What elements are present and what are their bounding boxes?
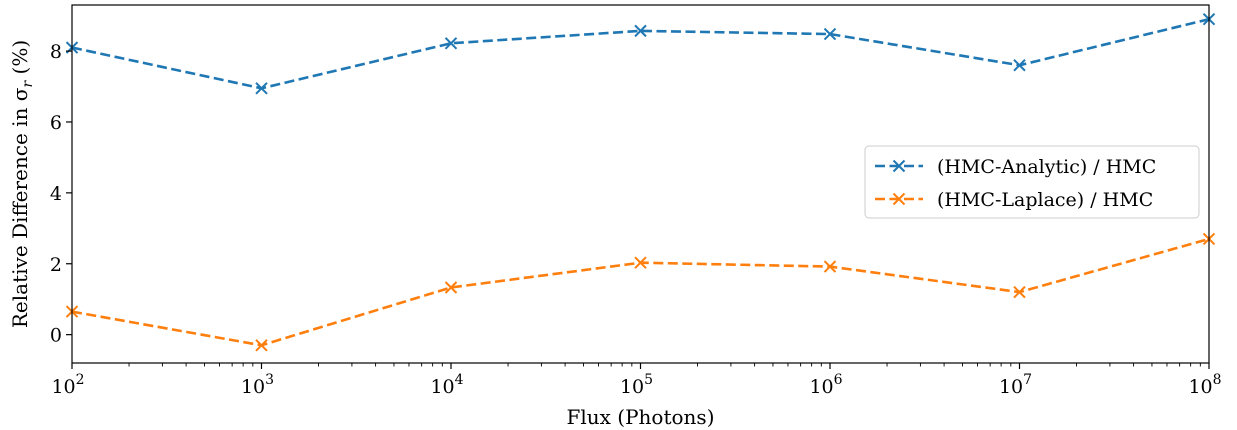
- x-axis-label: Flux (Photons): [567, 405, 715, 429]
- x-tick-label: 106: [809, 372, 842, 398]
- marker-x-stroke: [1013, 59, 1026, 72]
- x-tick-exponent: 5: [644, 372, 653, 388]
- x-tick-base: 10: [430, 376, 454, 398]
- x-tick-base: 10: [241, 376, 265, 398]
- x-tick-base: 10: [1188, 376, 1212, 398]
- marker-x-stroke: [1013, 285, 1026, 299]
- x-tick-label: 108: [1188, 372, 1221, 398]
- legend-label: (HMC-Laplace) / HMC: [937, 189, 1153, 211]
- legend-box: [864, 145, 1200, 219]
- x-tick-base: 10: [809, 376, 833, 398]
- legend-marker-stroke: [892, 192, 906, 206]
- legend: (HMC-Analytic) / HMC (HMC-Laplace) / HMC: [864, 145, 1200, 219]
- x-tick-exponent: 6: [834, 372, 843, 388]
- y-axis-label-suffix: (%): [8, 40, 32, 81]
- y-axis-label-main: Relative Difference in σ: [8, 87, 32, 328]
- x-tick-exponent: 8: [1213, 372, 1222, 388]
- y-axis-label-subscript: r: [20, 80, 36, 88]
- data-point-s2-6: [1013, 285, 1026, 299]
- marker-x-stroke: [823, 27, 837, 41]
- legend-marker-stroke: [892, 159, 906, 173]
- x-tick-exponent: 7: [1023, 372, 1032, 388]
- y-tick-label: 2: [50, 254, 62, 276]
- data-point-s1-6: [1013, 59, 1026, 72]
- x-tick-base: 10: [51, 376, 75, 398]
- plot-area: [65, 12, 1216, 352]
- x-tick-label: 104: [430, 372, 463, 398]
- legend-item-1: (HMC-Analytic) / HMC: [875, 156, 1156, 178]
- x-tick-exponent: 2: [76, 372, 85, 388]
- x-tick-label: 103: [241, 372, 274, 398]
- y-tick-label: 8: [50, 41, 62, 63]
- y-tick-label: 6: [50, 112, 62, 134]
- y-tick-label: 4: [50, 183, 62, 205]
- marker-x-stroke: [255, 82, 268, 95]
- x-tick-label: 105: [620, 372, 653, 398]
- data-point-s2-5: [823, 260, 837, 273]
- x-tick-exponent: 4: [455, 372, 464, 388]
- data-point-s2-3: [444, 281, 458, 294]
- data-point-s1-3: [444, 37, 458, 50]
- x-tick-exponent: 3: [265, 372, 274, 388]
- x-tick-label: 102: [51, 372, 84, 398]
- legend-label: (HMC-Analytic) / HMC: [937, 156, 1156, 178]
- marker-x-stroke: [823, 260, 837, 273]
- data-point-s2-2: [255, 339, 268, 352]
- x-tick-base: 10: [999, 376, 1023, 398]
- marker-x-stroke: [634, 256, 647, 269]
- legend-item-2: (HMC-Laplace) / HMC: [875, 189, 1153, 211]
- x-tick-base: 10: [620, 376, 644, 398]
- data-point-s1-4: [634, 24, 647, 38]
- data-point-s1-5: [823, 27, 837, 41]
- marker-x-stroke: [255, 339, 268, 352]
- series-line-2: [71, 237, 1210, 347]
- y-tick-label: 0: [50, 325, 62, 347]
- data-point-s1-2: [255, 82, 268, 95]
- y-axis-label: Relative Difference in σr (%): [8, 40, 36, 328]
- x-tick-label: 107: [999, 372, 1032, 398]
- marker-x-stroke: [634, 24, 647, 38]
- marker-x-stroke: [444, 281, 458, 294]
- marker-x-stroke: [444, 37, 458, 50]
- data-point-s2-4: [634, 256, 647, 269]
